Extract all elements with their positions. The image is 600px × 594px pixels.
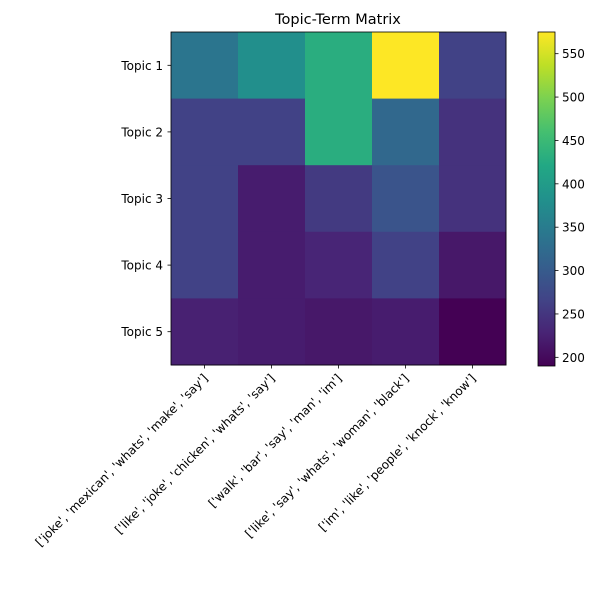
y-tick-label: Topic 4 (120, 259, 163, 273)
colorbar-tick-label: 500 (562, 91, 585, 105)
x-axis: ['joke', 'mexican', 'whats', 'make', 'sa… (33, 365, 479, 549)
y-tick-label: Topic 2 (120, 125, 163, 139)
x-tick-label: ['walk', 'bar', 'say', 'man', 'im'] (206, 371, 345, 510)
heatmap-cell-r2-c2 (238, 98, 306, 166)
heatmap-cell-r3-c1 (171, 165, 239, 233)
heatmap-cell-r4-c2 (238, 231, 306, 299)
colorbar-tick-label: 300 (562, 264, 585, 278)
heatmap-cell-r5-c4 (372, 298, 440, 366)
heatmap-cell-r3-c2 (238, 165, 306, 233)
colorbar-tick-label: 450 (562, 134, 585, 148)
heatmap-cell-r3-c5 (439, 165, 507, 233)
heatmap-cell-r1-c2 (238, 32, 306, 100)
y-axis: Topic 1 Topic 2 Topic 3 Topic 4 Topic 5 (120, 59, 171, 339)
heatmap-cell-r5-c1 (171, 298, 239, 366)
colorbar-tick-label: 400 (562, 177, 585, 191)
heatmap-cell-r4-c1 (171, 231, 239, 299)
heatmap-cell-r1-c5 (439, 32, 507, 100)
colorbar-tick-label: 350 (562, 221, 585, 235)
chart-title: Topic-Term Matrix (274, 12, 401, 28)
heatmap-cell-r4-c5 (439, 231, 507, 299)
heatmap-cell-r5-c2 (238, 298, 306, 366)
colorbar-tick-label: 250 (562, 307, 585, 321)
heatmap-cell-r4-c4 (372, 231, 440, 299)
colorbar-tick-label: 550 (562, 47, 585, 61)
heatmap-cells (170, 31, 507, 366)
y-tick-label: Topic 3 (120, 192, 163, 206)
heatmap-cell-r1-c4 (372, 32, 440, 100)
y-tick-label: Topic 1 (120, 59, 163, 73)
heatmap-cell-r1-c3 (305, 32, 373, 100)
y-tick-label: Topic 5 (120, 325, 163, 339)
heatmap-cell-r3-c4 (372, 165, 440, 233)
heatmap-cell-r2-c1 (171, 98, 239, 166)
colorbar-tick-label: 200 (562, 351, 585, 365)
heatmap-cell-r5-c5 (439, 298, 507, 366)
heatmap-cell-r4-c3 (305, 231, 373, 299)
colorbar-gradient (537, 31, 556, 367)
heatmap-cell-r5-c3 (305, 298, 373, 366)
x-tick-label: ['im', 'like', 'people', 'knock', 'know'… (316, 371, 479, 534)
heatmap-cell-r2-c5 (439, 98, 507, 166)
colorbar: 200 250 300 350 400 450 500 550 (537, 31, 585, 367)
heatmap-cell-r3-c3 (305, 165, 373, 233)
heatmap-cell-r2-c4 (372, 98, 440, 166)
heatmap-cell-r2-c3 (305, 98, 373, 166)
heatmap-cell-r1-c1 (171, 32, 239, 100)
